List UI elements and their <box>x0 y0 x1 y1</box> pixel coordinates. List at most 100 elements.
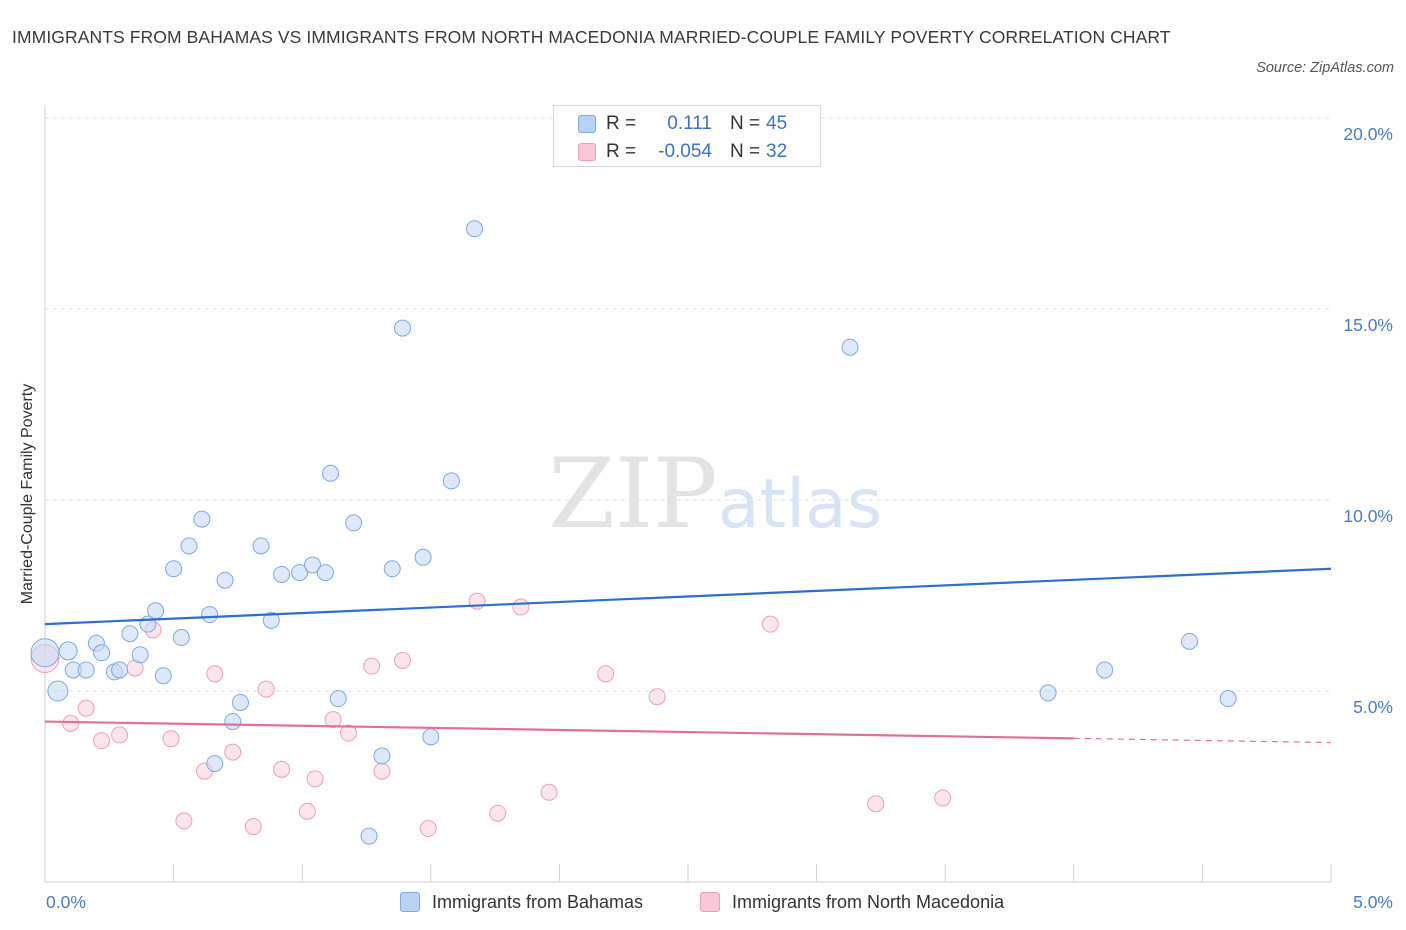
bahamas-point <box>303 556 321 574</box>
legend-item-bahamas[interactable]: Immigrants from Bahamas <box>400 889 643 915</box>
macedonia-point <box>298 802 316 820</box>
macedonia-point <box>324 711 342 729</box>
legend-swatch-bahamas <box>400 892 420 912</box>
bahamas-point <box>360 827 378 845</box>
macedonia-point <box>257 680 275 698</box>
macedonia-point <box>867 795 885 813</box>
macedonia-point <box>162 730 180 748</box>
macedonia-point <box>111 726 129 744</box>
macedonia-point <box>373 762 391 780</box>
bahamas-point <box>466 220 484 238</box>
macedonia-point <box>597 665 615 683</box>
bahamas-point <box>291 564 309 582</box>
bahamas-point <box>841 338 859 356</box>
bahamas-point <box>154 667 172 685</box>
bahamas-point <box>131 646 149 664</box>
watermark-zip: ZIP <box>548 438 717 550</box>
stats-legend: R = 0.111 N = 45 R = -0.054 N = 32 <box>553 105 821 167</box>
bahamas-point <box>216 571 234 589</box>
macedonia-point <box>761 615 779 633</box>
bahamas-point <box>47 680 69 702</box>
macedonia-point <box>512 598 530 616</box>
bahamas-point <box>111 661 129 679</box>
series-bahamas <box>30 220 1237 845</box>
bahamas-point <box>422 728 440 746</box>
macedonia-point <box>394 651 412 669</box>
macedonia-point <box>363 657 381 675</box>
bahamas-point <box>1096 661 1114 679</box>
n-value-bahamas: 45 <box>766 113 788 134</box>
bahamas-point <box>262 611 280 629</box>
bahamas-point <box>394 319 412 337</box>
n-value-macedonia: 32 <box>766 141 788 162</box>
bahamas-point <box>329 690 347 708</box>
r-value-macedonia: -0.054 <box>658 141 712 162</box>
macedonia-point <box>77 699 95 717</box>
macedonia-point <box>540 783 558 801</box>
macedonia-point <box>934 789 952 807</box>
bahamas-point <box>273 565 291 583</box>
trend-line-macedonia <box>44 720 1074 740</box>
bahamas-point <box>1219 690 1237 708</box>
macedonia-point <box>224 743 242 761</box>
swatch-macedonia <box>578 143 596 161</box>
legend-label-macedonia: Immigrants from North Macedonia <box>732 891 1005 912</box>
bahamas-point <box>58 641 78 661</box>
trend-line-bahamas <box>44 567 1332 626</box>
macedonia-point <box>306 770 324 788</box>
tick-labels: 5.0% 10.0% 15.0% 20.0% 0.0% 5.0% <box>46 124 1393 912</box>
source-credit: Source: ZipAtlas.com <box>1256 60 1394 76</box>
watermark-atlas: atlas <box>718 465 882 544</box>
bahamas-point <box>201 606 219 624</box>
n-label: N = <box>730 113 761 134</box>
y-tick-label: 15.0% <box>1343 315 1393 335</box>
macedonia-point <box>244 818 262 836</box>
bahamas-point <box>316 564 334 582</box>
axes <box>44 105 1332 883</box>
x-tick-label: 5.0% <box>1353 892 1393 912</box>
r-value-bahamas: 0.111 <box>667 113 712 134</box>
bahamas-point <box>180 537 198 555</box>
legend-label-bahamas: Immigrants from Bahamas <box>432 891 644 912</box>
bahamas-point <box>206 755 224 773</box>
bahamas-point <box>345 514 363 532</box>
bahamas-point <box>77 661 95 679</box>
y-tick-label: 5.0% <box>1353 697 1393 717</box>
bahamas-point <box>193 510 211 528</box>
watermark: ZIP atlas <box>548 438 882 550</box>
x-tick-label: 0.0% <box>46 892 86 912</box>
trend-line-macedonia-extrapolated <box>1073 737 1332 744</box>
bahamas-point <box>147 602 165 620</box>
bahamas-point <box>30 638 60 668</box>
macedonia-point <box>206 665 224 683</box>
bahamas-point <box>414 548 432 566</box>
macedonia-point <box>62 714 80 732</box>
bahamas-point <box>1039 684 1057 702</box>
bahamas-point <box>93 644 111 662</box>
legend-swatch-macedonia <box>700 892 720 912</box>
bahamas-point <box>231 693 249 711</box>
bahamas-point <box>383 560 401 578</box>
macedonia-point <box>175 812 193 830</box>
macedonia-point <box>489 804 507 822</box>
trend-lines <box>44 567 1332 744</box>
bahamas-point <box>172 629 190 647</box>
macedonia-point <box>273 760 291 778</box>
swatch-bahamas <box>578 115 596 133</box>
series-legend: Immigrants from Bahamas Immigrants from … <box>0 889 1406 915</box>
legend-item-macedonia[interactable]: Immigrants from North Macedonia <box>700 889 1004 915</box>
bahamas-point <box>224 713 242 731</box>
r-label: R = <box>606 141 637 162</box>
bahamas-point <box>121 625 139 643</box>
y-tick-label: 10.0% <box>1343 506 1393 526</box>
bahamas-point <box>165 560 183 578</box>
series-north-macedonia <box>30 592 952 838</box>
bahamas-point <box>321 464 339 482</box>
y-tick-label: 20.0% <box>1343 124 1393 144</box>
gridlines <box>45 117 1331 692</box>
macedonia-point <box>648 688 666 706</box>
macedonia-point <box>419 820 437 838</box>
bahamas-point <box>252 537 270 555</box>
r-label: R = <box>606 113 637 134</box>
